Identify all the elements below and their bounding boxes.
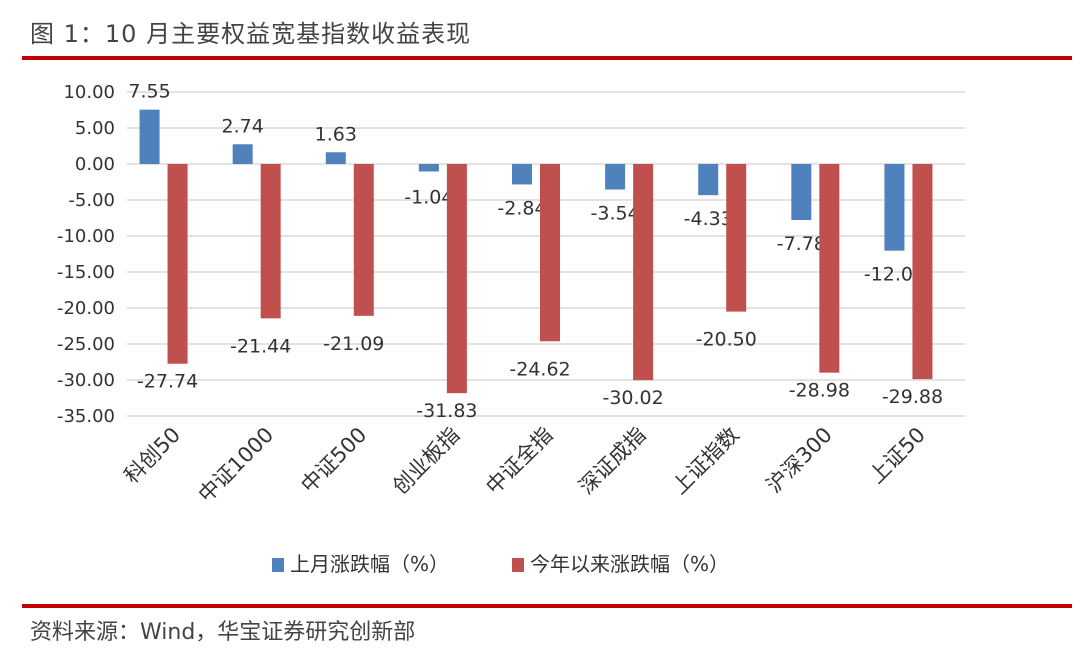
bar-ytd-6	[726, 164, 747, 312]
data-label-ytd-5: -30.02	[602, 387, 663, 409]
data-label-ytd-7: -28.98	[789, 380, 850, 402]
x-category-label-3: 创业板指	[388, 423, 464, 499]
y-tick-label-6: -20.00	[57, 298, 115, 319]
top-rule	[22, 56, 1072, 60]
data-label-last-month-6: -4.33	[684, 208, 733, 230]
bar-last-month-2	[325, 152, 346, 164]
bar-last-month-5	[605, 164, 626, 190]
bar-last-month-3	[418, 164, 439, 172]
y-tick-label-9: -35.00	[57, 406, 115, 427]
y-tick-label-4: -10.00	[57, 226, 115, 247]
legend-swatch-1	[512, 558, 524, 572]
bar-last-month-4	[512, 164, 532, 185]
bar-last-month-0	[139, 109, 160, 164]
bar-ytd-2	[353, 164, 374, 316]
bar-ytd-4	[540, 164, 560, 342]
data-label-ytd-1: -21.44	[230, 335, 291, 357]
legend-swatch-0	[272, 558, 284, 572]
bar-ytd-8	[912, 164, 933, 380]
x-category-label-8: 上证50	[864, 423, 930, 489]
y-tick-label-5: -15.00	[57, 262, 115, 283]
figure-title: 图 1：10 月主要权益宽基指数收益表现	[30, 20, 472, 48]
bar-last-month-7	[791, 164, 812, 221]
bar-last-month-1	[232, 144, 253, 164]
data-label-last-month-1: 2.74	[222, 115, 264, 137]
x-category-label-6: 上证指数	[667, 423, 743, 499]
legend-label-1: 今年以来涨跌幅（%）	[530, 552, 729, 576]
x-category-label-4: 中证全指	[481, 423, 557, 499]
data-label-last-month-2: 1.63	[315, 123, 357, 145]
y-tick-label-0: 10.00	[63, 82, 115, 103]
data-label-last-month-8: -12.04	[864, 264, 925, 286]
bar-chart: 10.00 5.00 0.00 -5.00 -10.00 -15.00 -20.00 -25.…	[57, 81, 965, 576]
bar-ytd-7	[819, 164, 840, 373]
data-label-last-month-3: -1.04	[404, 186, 453, 208]
data-label-last-month-4: -2.84	[497, 197, 546, 219]
bottom-rule	[22, 604, 1072, 608]
bar-last-month-6	[698, 164, 719, 196]
y-tick-label-7: -25.00	[57, 334, 115, 355]
bar-ytd-3	[446, 164, 467, 394]
bar-ytd-1	[260, 164, 281, 319]
bar-ytd-0	[167, 164, 188, 364]
x-category-label-7: 沪深300	[762, 423, 837, 498]
data-label-last-month-0: 7.55	[128, 81, 170, 103]
data-label-ytd-0: -27.74	[137, 371, 198, 393]
source-note: 资料来源：Wind，华宝证券研究创新部	[30, 620, 416, 645]
x-category-label-0: 科创50	[120, 423, 186, 489]
bar-last-month-8	[884, 164, 905, 251]
data-label-ytd-3: -31.83	[416, 400, 477, 422]
x-category-label-2: 中证500	[296, 423, 371, 498]
data-label-last-month-7: -7.78	[777, 233, 826, 255]
data-label-ytd-2: -21.09	[323, 333, 384, 355]
bar-ytd-5	[633, 164, 654, 381]
data-label-ytd-4: -24.62	[509, 358, 570, 380]
y-tick-label-8: -30.00	[57, 370, 115, 391]
legend-label-0: 上月涨跌幅（%）	[290, 552, 449, 576]
y-tick-label-3: -5.00	[68, 190, 115, 211]
x-category-label-1: 中证1000	[194, 423, 278, 507]
data-label-last-month-5: -3.54	[591, 202, 640, 224]
y-tick-label-1: 5.00	[75, 118, 115, 139]
data-label-ytd-8: -29.88	[882, 386, 943, 408]
y-tick-label-2: 0.00	[75, 154, 115, 175]
x-category-label-5: 深证成指	[574, 423, 650, 499]
data-label-ytd-6: -20.50	[696, 329, 757, 351]
